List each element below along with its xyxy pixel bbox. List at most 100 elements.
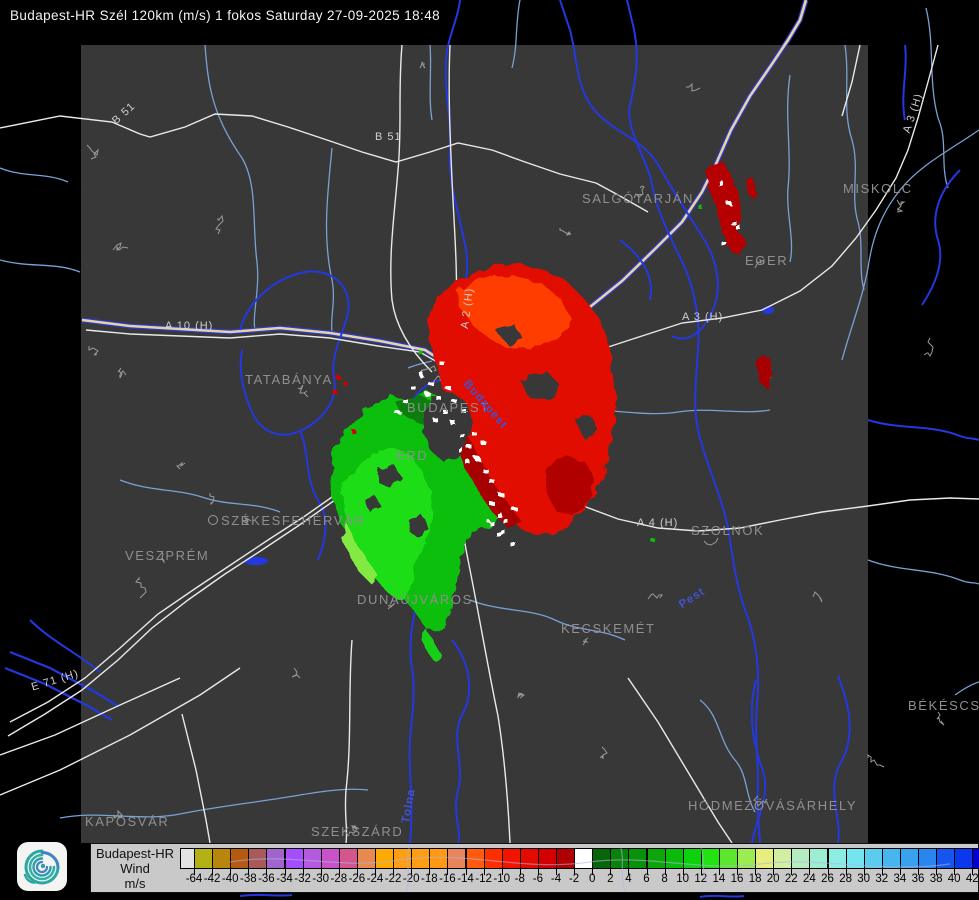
colorbar-cell	[682, 848, 702, 869]
colorbar-tick	[845, 869, 847, 875]
colorbar-tick	[230, 869, 232, 875]
colorbar-tick	[664, 869, 666, 875]
colorbar-cell	[266, 848, 286, 869]
colorbar-tick	[338, 869, 340, 875]
colorbar-tick	[320, 869, 322, 875]
colorbar-tick	[302, 869, 304, 875]
colorbar-cell	[302, 848, 322, 869]
colorbar-tick-label: -10	[493, 873, 510, 885]
colorbar-tick-label: -24	[366, 873, 384, 885]
legend-source-label: Budapest-HR Wind m/s	[91, 846, 179, 891]
colorbar-tick-label: -8	[514, 873, 525, 885]
colorbar-cell	[180, 848, 195, 869]
colorbar-tick-label: -4	[550, 873, 562, 885]
colorbar-tick	[483, 869, 485, 875]
title-bar: Budapest-HR Szél 120km (m/s) 1 fokos Sat…	[10, 8, 441, 23]
colorbar-cell	[592, 848, 612, 869]
colorbar-cell	[393, 848, 413, 869]
colorbar-tick-label: -6	[532, 873, 544, 885]
colorbar-cell	[899, 848, 919, 869]
colorbar-cell	[972, 848, 979, 869]
wind-colorbar: -64 -42 -40 -38 -36 -34 -32 -30 -28 -26 -24 -22 -20-…	[91, 844, 979, 894]
colorbar-cell	[628, 848, 648, 869]
colorbar-tick	[682, 869, 684, 875]
colorbar-tick-label: 40	[947, 873, 961, 885]
colorbar-tick-label: 8	[661, 873, 668, 885]
colorbar-tick	[628, 869, 630, 875]
colorbar-tick-label: -40	[221, 873, 239, 885]
colorbar-tick	[266, 869, 268, 875]
colorbar-tick-label: 0	[588, 873, 596, 885]
colorbar-tick-label: -34	[276, 873, 293, 885]
colorbar-cell	[845, 848, 865, 869]
colorbar-tick	[972, 869, 974, 875]
colorbar-cell	[429, 848, 449, 869]
colorbar-tick-label: 18	[748, 873, 762, 885]
colorbar-tick	[574, 869, 576, 875]
colorbar-cell	[664, 848, 684, 869]
colorbar-tick-label: -36	[258, 873, 275, 885]
colorbar-tick-label: 36	[911, 873, 925, 885]
colorbar-tick	[501, 869, 503, 875]
colorbar-tick	[447, 869, 449, 875]
colorbar-tick	[755, 869, 757, 875]
colorbar-tick	[827, 869, 829, 875]
colorbar-cell	[574, 848, 594, 869]
colorbar-tick-label: 42	[965, 873, 979, 885]
colorbar-cell	[737, 848, 757, 869]
colorbar-tick-label: -20	[402, 873, 420, 885]
colorbar-tick	[537, 869, 539, 875]
colorbar-cell	[356, 848, 376, 869]
colorbar-tick-label: -22	[384, 873, 402, 885]
colorbar-cell	[700, 848, 720, 869]
colorbar-tick	[465, 869, 467, 875]
colorbar-tick	[592, 869, 594, 875]
colorbar-cell	[230, 848, 250, 869]
colorbar-cell	[610, 848, 630, 869]
colorbar-tick-label: -30	[312, 873, 329, 885]
colorbar-cell	[519, 848, 539, 869]
colorbar-tick	[212, 869, 214, 875]
colorbar-cell	[918, 848, 938, 869]
colorbar-cell	[646, 848, 666, 869]
colorbar-tick	[881, 869, 883, 875]
colorbar-tick-label: 6	[643, 873, 650, 885]
colorbar-tick	[284, 869, 286, 875]
colorbar-tick	[393, 869, 395, 875]
colorbar-cell	[375, 848, 395, 869]
colorbar-tick-label: -32	[294, 873, 311, 885]
colorbar-cell	[338, 848, 358, 869]
colorbar-tick	[863, 869, 865, 875]
colorbar-tick-label: -16	[439, 873, 456, 885]
colorbar-cell	[194, 848, 214, 869]
colorbar-cell	[718, 848, 738, 869]
colorbar-cell	[863, 848, 883, 869]
colorbar-tick-label: -12	[475, 873, 492, 885]
colorbar-tick-label: 14	[712, 873, 726, 885]
colorbar-cell	[212, 848, 232, 869]
colorbar-tick	[429, 869, 431, 875]
colorbar-tick	[773, 869, 775, 875]
colorbar-tick-label: 12	[694, 873, 708, 885]
colorbar-tick-label: 28	[839, 873, 852, 885]
colorbar-cell	[320, 848, 340, 869]
colorbar-tick-label: 20	[766, 873, 780, 885]
legend-line1: Budapest-HR	[95, 846, 175, 861]
colorbar-tick	[737, 869, 738, 875]
legend-line2: Wind	[120, 861, 150, 876]
colorbar-tick-label: -2	[568, 873, 580, 885]
colorbar-cell	[809, 848, 829, 869]
colorbar-tick-label: 30	[857, 873, 871, 885]
colorbar-cell	[556, 848, 576, 869]
colorbar-tick-label: -28	[330, 873, 348, 885]
colorbar-tick	[356, 869, 358, 875]
colorbar-tick-label: 24	[802, 873, 816, 885]
colorbar-tick-label: 26	[821, 873, 834, 885]
colorbar-tick-label: 22	[784, 873, 798, 885]
colorbar-cell	[447, 848, 467, 869]
colorbar-tick-label: -14	[457, 873, 474, 885]
colorbar-cell	[773, 848, 793, 869]
legend-line3: m/s	[124, 876, 146, 891]
radar-echoes	[331, 161, 773, 663]
met-logo	[17, 842, 67, 891]
